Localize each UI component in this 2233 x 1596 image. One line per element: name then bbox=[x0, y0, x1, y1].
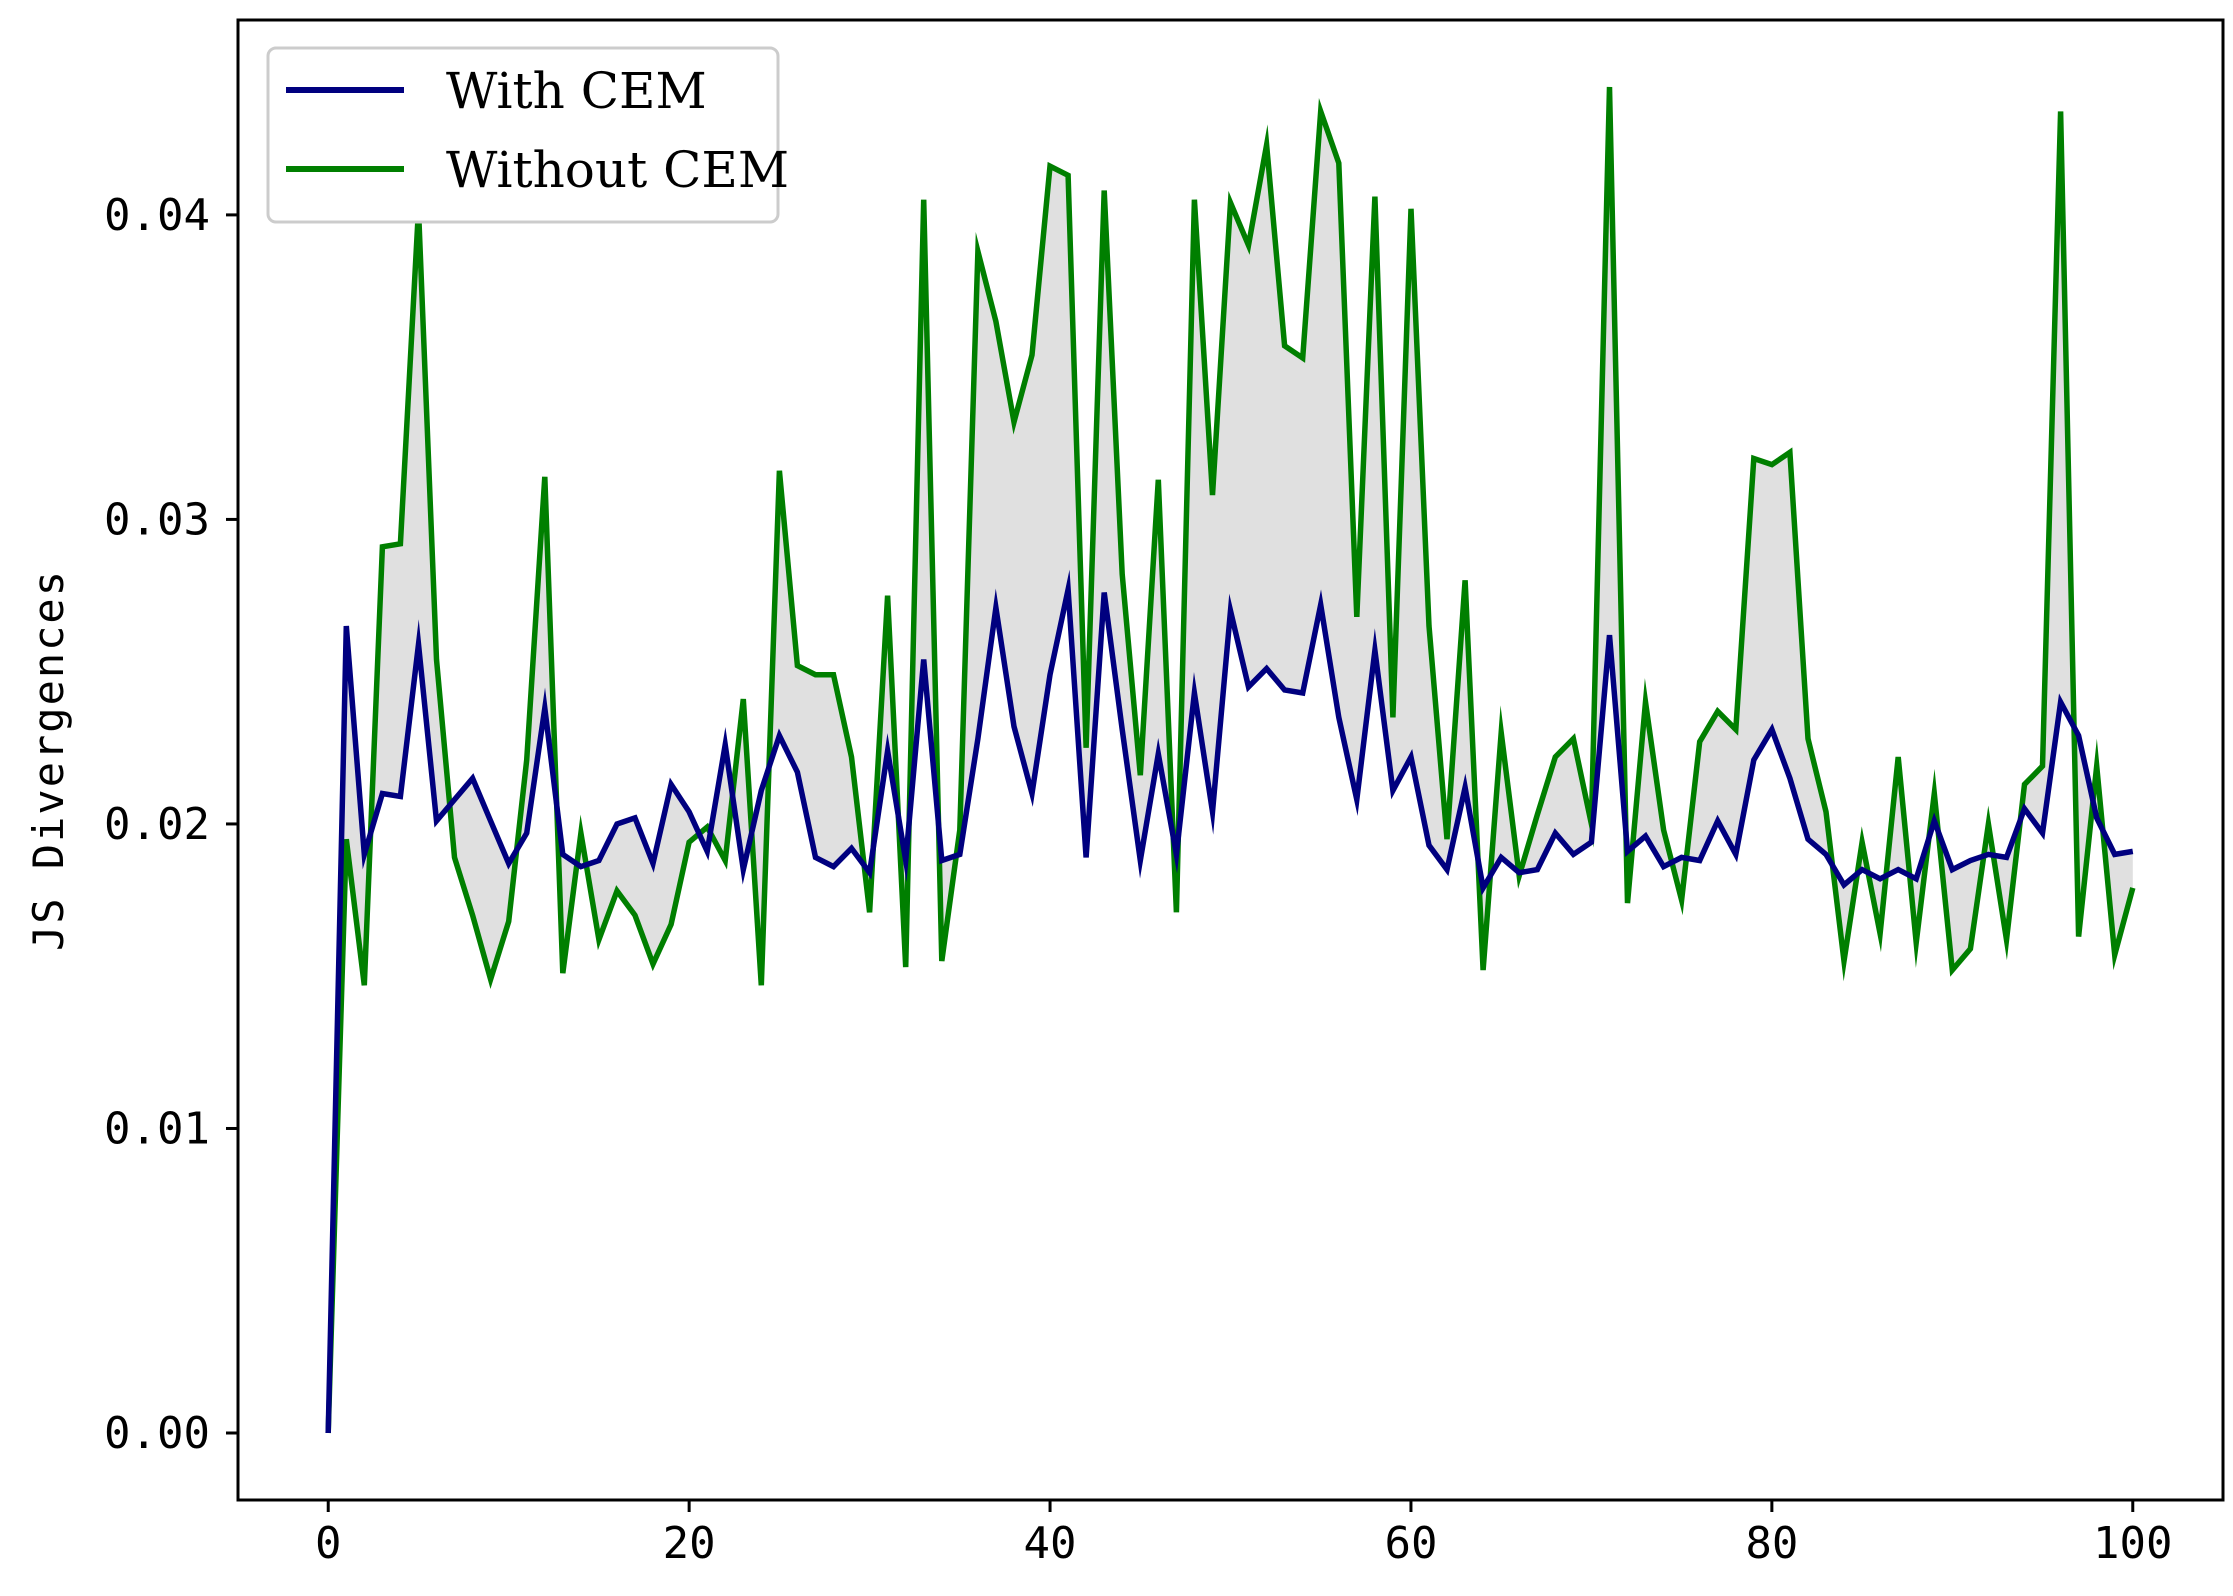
x-axis: 0 20 40 60 80 100 bbox=[315, 1500, 2173, 1569]
legend-label-without-cem: Without CEM bbox=[446, 141, 789, 199]
x-tick-label: 40 bbox=[1024, 1518, 1077, 1569]
fill-between-area bbox=[328, 87, 2133, 1433]
x-tick-label: 0 bbox=[315, 1518, 342, 1569]
y-tick-label: 0.04 bbox=[104, 190, 210, 241]
x-tick-label: 20 bbox=[663, 1518, 716, 1569]
series-line-with-cem bbox=[325, 569, 2134, 1434]
y-tick-label: 0.03 bbox=[104, 494, 210, 545]
y-tick-label: 0.01 bbox=[104, 1103, 210, 1154]
y-tick-label: 0.02 bbox=[104, 799, 210, 850]
y-tick-label: 0.00 bbox=[104, 1408, 210, 1459]
x-tick-label: 80 bbox=[1745, 1518, 1798, 1569]
series-lines bbox=[325, 86, 2136, 1434]
plot-frame bbox=[236, 18, 2225, 1502]
y-axis: 0.00 0.01 0.02 0.03 0.04 bbox=[104, 190, 238, 1459]
fill-between-region bbox=[328, 87, 2133, 1433]
legend-label-with-cem: With CEM bbox=[446, 62, 707, 120]
x-tick-label: 100 bbox=[2093, 1518, 2172, 1569]
legend: With CEM Without CEM bbox=[266, 46, 789, 224]
y-axis-title: JS Divergences bbox=[24, 569, 73, 951]
x-tick-label: 60 bbox=[1384, 1518, 1437, 1569]
